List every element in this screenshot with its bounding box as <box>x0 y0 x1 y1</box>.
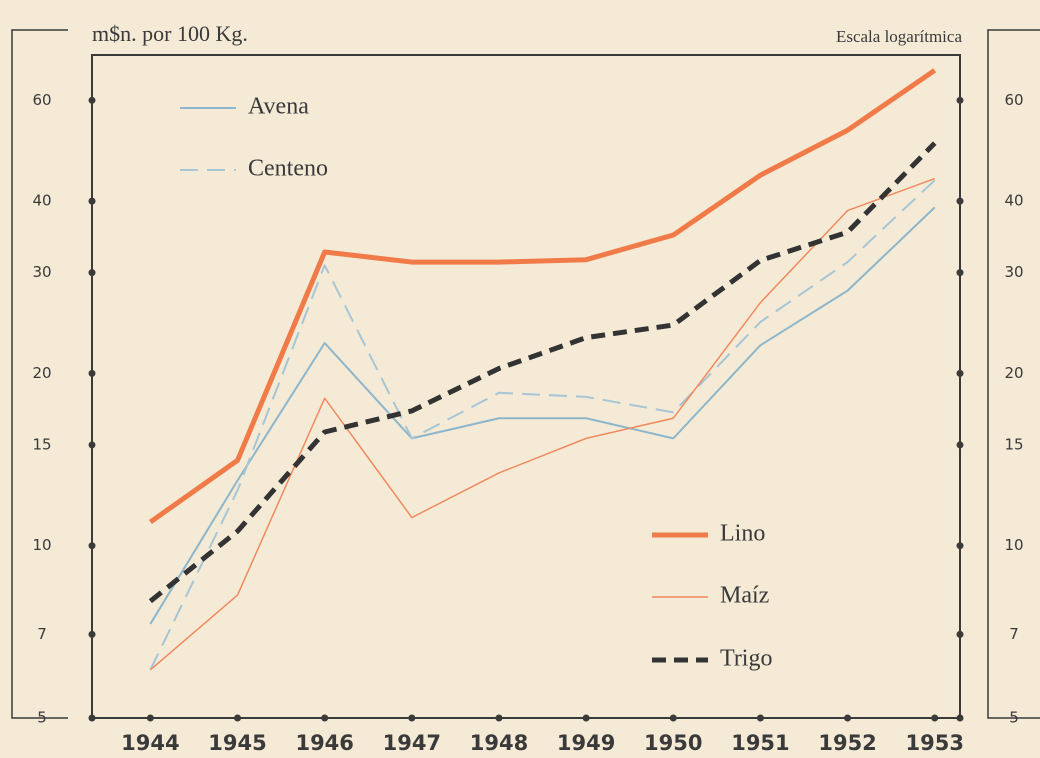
x-tick-label: 1953 <box>906 731 964 755</box>
right-scale-box <box>987 29 1040 719</box>
y2-tick-label: 15 <box>1004 435 1023 453</box>
legend-label: Lino <box>720 521 765 547</box>
x-tick-mark <box>844 714 852 722</box>
x-tick-label: 1945 <box>208 731 266 755</box>
y2-tick-mark <box>956 369 964 377</box>
x-tick-label: 1947 <box>383 731 441 755</box>
legend-label: Trigo <box>720 646 772 672</box>
series-line <box>149 206 936 625</box>
y2-tick-mark <box>956 269 964 277</box>
y-tick-label: 7 <box>37 625 47 643</box>
y-tick-mark <box>88 441 96 449</box>
y2-tick-mark <box>956 96 964 104</box>
y-tick-label: 20 <box>32 364 51 382</box>
x-tick-mark <box>582 714 590 722</box>
y-tick-mark <box>88 630 96 638</box>
x-tick-mark <box>756 714 764 722</box>
legend-label: Centeno <box>248 156 328 182</box>
y2-tick-mark <box>956 714 964 722</box>
y2-tick-label: 60 <box>1004 91 1023 109</box>
y2-tick-mark <box>956 542 964 550</box>
x-tick-label: 1952 <box>818 731 876 755</box>
x-tick-label: 1951 <box>731 731 789 755</box>
x-tick-mark <box>495 714 503 722</box>
x-tick-label: 1949 <box>557 731 615 755</box>
y2-tick-mark <box>956 197 964 205</box>
x-tick-mark <box>321 714 329 722</box>
x-tick-label: 1950 <box>644 731 702 755</box>
x-tick-label: 1946 <box>295 731 353 755</box>
y-tick-mark <box>88 96 96 104</box>
x-tick-mark <box>146 714 154 722</box>
y-tick-label: 10 <box>32 536 51 554</box>
x-tick-mark <box>408 714 416 722</box>
y-tick-mark <box>88 369 96 377</box>
y2-tick-label: 10 <box>1004 536 1023 554</box>
series-line <box>149 177 935 671</box>
y-tick-label: 60 <box>32 91 51 109</box>
series-line <box>148 68 937 525</box>
scale-note: Escala logarítmica <box>836 27 962 46</box>
y-tick-mark <box>88 714 96 722</box>
legend-label: Avena <box>248 94 309 120</box>
x-tick-label: 1948 <box>470 731 528 755</box>
y2-tick-label: 20 <box>1004 364 1023 382</box>
y-tick-mark <box>88 197 96 205</box>
x-tick-mark <box>669 714 677 722</box>
y-tick-label: 30 <box>32 263 51 281</box>
y2-tick-mark <box>956 630 964 638</box>
x-tick-mark <box>234 714 242 722</box>
y-tick-mark <box>88 269 96 277</box>
y-tick-mark <box>88 542 96 550</box>
left-scale-box <box>11 29 68 719</box>
legend-label: Maíz <box>720 583 769 609</box>
x-tick-mark <box>931 714 939 722</box>
x-tick-label: 1944 <box>121 731 179 755</box>
y-tick-label: 5 <box>37 709 47 727</box>
series-line <box>148 141 937 604</box>
y2-tick-label: 30 <box>1004 263 1023 281</box>
y2-tick-label: 40 <box>1004 192 1023 210</box>
y-tick-label: 15 <box>32 435 51 453</box>
y-axis-label: m$n. por 100 Kg. <box>92 21 248 46</box>
y-tick-label: 40 <box>32 192 51 210</box>
y2-tick-label: 7 <box>1009 625 1019 643</box>
y2-tick-mark <box>956 441 964 449</box>
plot-frame <box>91 54 961 719</box>
series-line <box>149 179 936 671</box>
y2-tick-label: 5 <box>1009 709 1019 727</box>
